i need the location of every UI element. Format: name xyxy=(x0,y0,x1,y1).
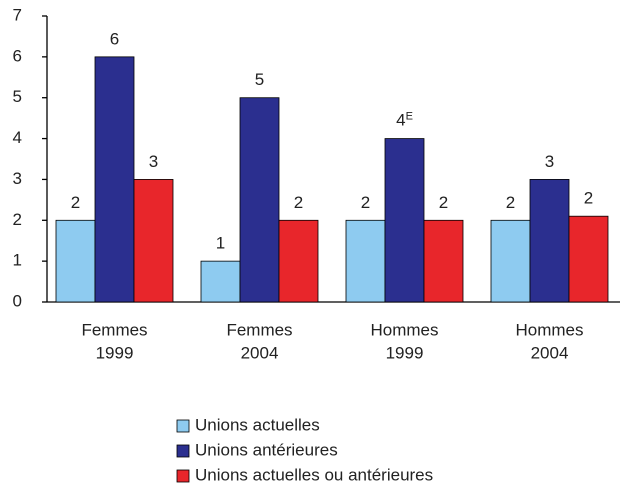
legend-label: Unions actuelles ou antérieures xyxy=(195,465,433,484)
bar xyxy=(133,179,174,303)
x-tick-label: 1999 xyxy=(96,343,134,362)
bar xyxy=(55,219,96,303)
value-label: 2 xyxy=(361,193,370,212)
legend-label: Unions actuelles xyxy=(195,415,320,434)
value-label: 3 xyxy=(149,152,158,171)
legend-swatch xyxy=(176,419,190,433)
bar xyxy=(200,260,241,303)
x-tick-label: 2004 xyxy=(241,343,279,362)
value-label: 3 xyxy=(545,152,554,171)
x-tick-label: Femmes xyxy=(81,320,147,339)
value-label: 6 xyxy=(110,29,119,48)
bar xyxy=(345,219,386,303)
bar xyxy=(529,179,570,303)
bar xyxy=(239,97,280,303)
value-label: 2 xyxy=(439,193,448,212)
y-tick-label: 1 xyxy=(13,251,22,270)
y-tick-label: 5 xyxy=(13,87,22,106)
legend-swatch xyxy=(176,469,190,483)
bar xyxy=(490,219,531,303)
y-tick-label: 7 xyxy=(13,5,22,24)
x-tick-label: 2004 xyxy=(531,343,569,362)
legend-swatch xyxy=(176,444,190,458)
y-tick-label: 4 xyxy=(13,128,22,147)
x-tick-label: Femmes xyxy=(226,320,292,339)
legend-label: Unions antérieures xyxy=(195,440,338,459)
value-label: 2 xyxy=(506,193,515,212)
value-label: 2 xyxy=(71,193,80,212)
value-label: 2 xyxy=(584,189,593,208)
value-label: 4E xyxy=(396,110,413,130)
x-tick-label: Hommes xyxy=(370,320,438,339)
x-tick-label: 1999 xyxy=(386,343,424,362)
x-tick-label: Hommes xyxy=(515,320,583,339)
value-label: 1 xyxy=(216,234,225,253)
bar xyxy=(94,56,135,303)
value-label: 2 xyxy=(294,193,303,212)
bar xyxy=(423,219,464,303)
bar xyxy=(278,219,319,303)
y-tick-label: 6 xyxy=(13,46,22,65)
bar xyxy=(384,138,425,303)
y-tick-label: 0 xyxy=(13,291,22,310)
bar xyxy=(568,215,609,303)
y-tick-label: 3 xyxy=(13,169,22,188)
y-tick-label: 2 xyxy=(13,210,22,229)
value-label: 5 xyxy=(255,70,264,89)
